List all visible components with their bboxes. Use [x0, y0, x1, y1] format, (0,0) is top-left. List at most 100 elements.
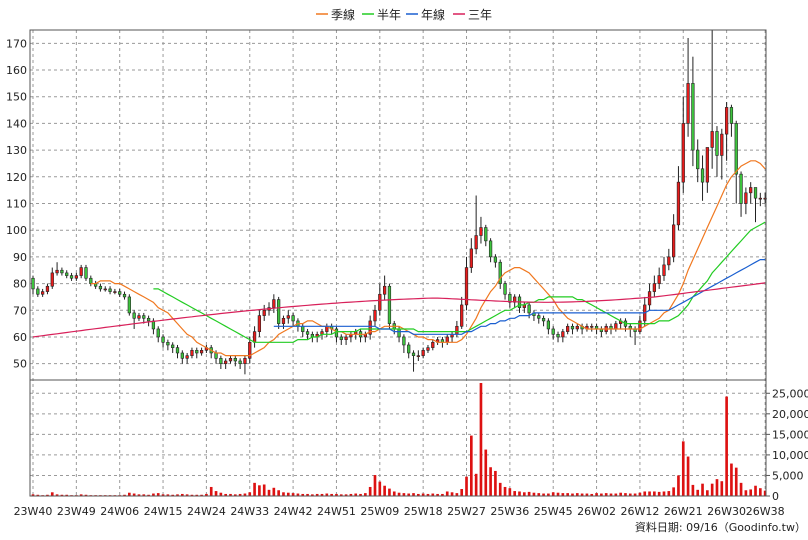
price-tick-label: 170: [6, 37, 27, 50]
volume-bar: [335, 493, 338, 496]
candle-body: [691, 83, 695, 151]
volume-bar: [320, 493, 324, 496]
candle-body: [460, 304, 464, 327]
volume-bar: [354, 493, 358, 496]
candle-body: [137, 315, 141, 319]
candle-body: [378, 293, 382, 311]
candle-body: [647, 291, 652, 306]
candle-body: [469, 248, 473, 268]
candle-body: [79, 267, 83, 276]
candle-body: [676, 181, 681, 226]
date-tick-label: 24W33: [230, 505, 269, 518]
volume-bar: [537, 493, 541, 496]
date-tick-label: 23W49: [57, 505, 96, 518]
price-tick-label: 130: [6, 144, 27, 157]
date-tick-label: 25W27: [447, 505, 486, 518]
candle-body: [190, 350, 194, 356]
candle-body: [474, 235, 478, 250]
candle-body: [753, 187, 758, 199]
candle-body: [185, 355, 189, 359]
volume-bar: [84, 494, 88, 496]
candle-body: [45, 285, 50, 292]
volume-bar: [128, 492, 131, 496]
volume-bar: [60, 494, 64, 496]
candle-body: [118, 291, 122, 295]
volume-bar: [200, 494, 203, 496]
candlesticks: [31, 30, 767, 375]
candle-body: [103, 288, 107, 291]
volume-bar: [595, 493, 598, 496]
volume-bar: [556, 492, 560, 496]
plot-frame: [29, 29, 767, 497]
candle-body: [744, 192, 748, 204]
grid: [30, 30, 766, 497]
plot-border: [29, 29, 767, 497]
volume-bar: [205, 493, 208, 496]
volume-bar: [489, 467, 492, 496]
legend: 季線 半年 年線 三年: [316, 7, 492, 22]
volume-bars: [31, 383, 767, 496]
date-tick-label: 25W09: [360, 505, 399, 518]
candle-body: [84, 267, 88, 279]
volume-bar: [364, 493, 367, 496]
volume-bar: [590, 493, 594, 496]
volume-bar: [628, 493, 632, 496]
volume-bar: [763, 490, 767, 496]
volume-bar: [378, 481, 382, 496]
volume-bar: [547, 493, 550, 496]
volume-bar: [142, 494, 146, 496]
candle-body: [590, 325, 594, 328]
date-tick-label: 26W02: [577, 505, 616, 518]
candle-body: [55, 269, 59, 274]
date-tick-label: 25W18: [404, 505, 443, 518]
volume-bar: [412, 493, 415, 496]
volume-bar: [662, 491, 666, 496]
candle-body: [749, 187, 753, 194]
volume-bar: [55, 494, 59, 496]
candle-body: [739, 173, 743, 204]
volume-bar: [277, 490, 280, 496]
volume-bar: [325, 493, 329, 496]
volume-bar: [677, 475, 680, 496]
volume-bar: [311, 494, 314, 496]
ma-line-half: [153, 221, 766, 343]
volume-bar: [436, 493, 439, 496]
candle-body: [166, 341, 170, 346]
candle-body: [98, 285, 103, 290]
candle-body: [700, 168, 705, 183]
volume-bar: [508, 488, 512, 496]
volume-bar: [754, 485, 757, 496]
candle-body: [734, 123, 738, 175]
volume-bar: [532, 492, 536, 496]
volume-bar: [730, 463, 733, 496]
candle-body: [146, 317, 151, 322]
volume-bar: [759, 488, 762, 496]
candle-body: [566, 325, 570, 332]
candle-body: [387, 285, 392, 324]
volume-bar: [137, 494, 141, 496]
source-label: 資料日期: 09/16（Goodinfo.tw）: [635, 520, 806, 534]
candle-body: [161, 336, 165, 343]
candle-body: [705, 147, 709, 183]
volume-bar: [161, 494, 165, 496]
volume-bar: [749, 489, 753, 496]
candle-body: [277, 299, 281, 324]
candle-body: [503, 283, 507, 295]
volume-bar: [513, 491, 516, 496]
price-tick-label: 120: [6, 171, 27, 184]
price-tick-label: 50: [13, 358, 27, 371]
legend-label-three-year: 三年: [468, 8, 492, 22]
candle-body: [556, 333, 560, 338]
volume-bar: [609, 493, 613, 496]
date-tick-label: 25W45: [534, 505, 573, 518]
volume-bar: [691, 484, 695, 496]
candle-body: [199, 350, 204, 354]
legend-label-half: 半年: [377, 8, 401, 22]
volume-bar: [551, 492, 555, 496]
volume-bar: [657, 491, 661, 496]
candle-body: [431, 341, 435, 348]
volume-bar: [667, 491, 671, 496]
ma-line-three-year: [32, 282, 766, 338]
volume-bar: [171, 494, 175, 496]
